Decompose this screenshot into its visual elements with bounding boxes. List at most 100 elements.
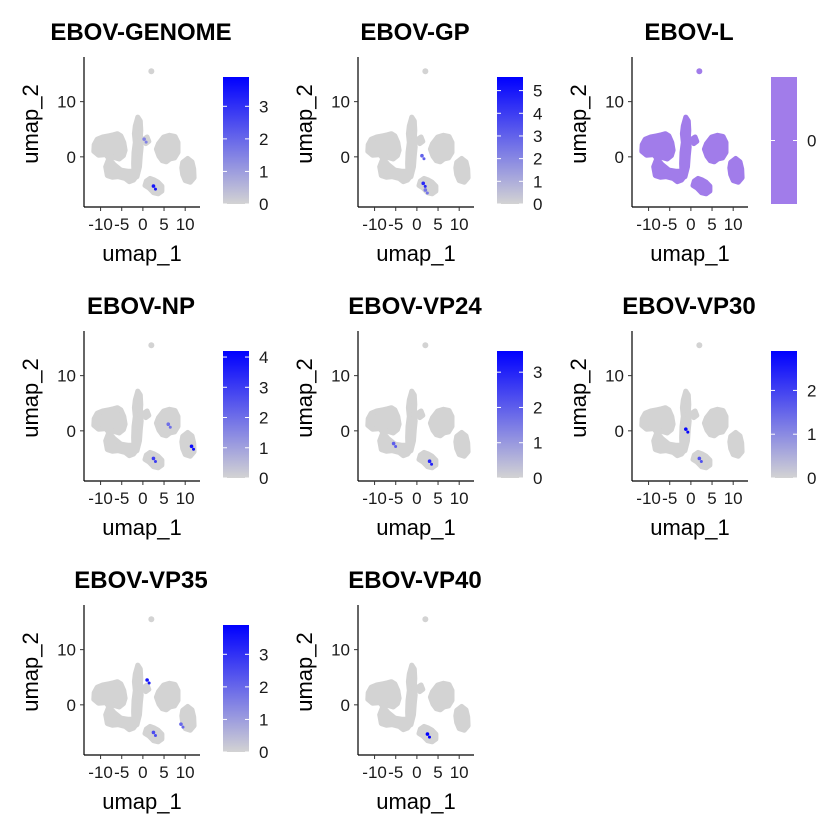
x-tick-label: 10	[724, 215, 743, 234]
x-tick-label: -5	[388, 489, 403, 508]
x-tick-label: 5	[707, 215, 716, 234]
y-tick-label: 0	[341, 696, 350, 715]
expression-point	[420, 153, 424, 158]
y-tick-label: 10	[605, 367, 624, 386]
x-tick-label: 5	[433, 215, 442, 234]
colorbar-tick-label: 2	[259, 678, 268, 697]
cell-cluster	[131, 114, 144, 180]
cell-cluster	[141, 408, 152, 421]
cell-point	[148, 616, 155, 623]
y-axis-title: umap_2	[18, 358, 43, 438]
x-tick-label: -10	[88, 489, 113, 508]
x-tick-label: -10	[88, 763, 113, 782]
x-tick-label: -5	[114, 215, 129, 234]
colorbar-tick-label: 0	[807, 469, 816, 488]
cell-cluster	[405, 388, 418, 454]
y-tick-label: 0	[615, 148, 624, 167]
panel-title: EBOV-VP30	[622, 293, 755, 320]
expression-point	[425, 732, 430, 736]
expression-point	[391, 441, 396, 446]
expression-point	[697, 456, 702, 461]
x-tick-label: -5	[662, 489, 677, 508]
x-tick-label: -5	[662, 215, 677, 234]
expression-point	[179, 722, 183, 726]
y-tick-label: 0	[341, 148, 350, 167]
x-tick-label: 10	[450, 489, 469, 508]
y-tick-label: 10	[605, 93, 624, 112]
expression-point	[427, 459, 432, 464]
x-tick-label: 0	[138, 215, 147, 234]
x-tick-label: 0	[138, 763, 147, 782]
x-tick-label: -10	[636, 489, 661, 508]
x-tick-label: -10	[88, 215, 113, 234]
cell-point	[148, 342, 155, 349]
colorbar-tick-label: 1	[259, 162, 268, 181]
colorbar-tick-label: 3	[259, 378, 268, 397]
expression-point	[422, 157, 426, 161]
expression-point	[168, 425, 172, 429]
y-tick-label: 0	[67, 422, 76, 441]
colorbar-tick-label: 0	[259, 195, 268, 214]
panel-title: EBOV-VP24	[348, 293, 482, 320]
colorbar-tick-label: 0	[259, 469, 268, 488]
cell-cluster	[153, 406, 181, 439]
colorbar-tick-label: 0	[807, 132, 816, 151]
cell-point	[148, 68, 155, 75]
cell-cluster	[415, 134, 426, 147]
panel-title: EBOV-NP	[87, 293, 195, 320]
y-tick-label: 0	[615, 422, 624, 441]
cell-cluster	[427, 132, 455, 165]
colorbar-tick-label: 3	[259, 645, 268, 664]
cell-cluster	[153, 680, 181, 713]
y-axis-title: umap_2	[292, 358, 317, 438]
cell-cluster	[415, 682, 426, 695]
x-tick-label: -10	[362, 215, 387, 234]
x-tick-label: 5	[707, 489, 716, 508]
x-axis-title: umap_1	[650, 515, 730, 540]
expression-point	[394, 445, 398, 449]
x-tick-label: -10	[362, 489, 387, 508]
expression-point	[144, 140, 148, 144]
panel-title: EBOV-L	[644, 19, 733, 46]
colorbar-tick-label: 1	[807, 425, 816, 444]
y-axis-title: umap_2	[566, 84, 591, 164]
x-tick-label: 5	[433, 489, 442, 508]
expression-point	[145, 678, 149, 682]
expression-point	[153, 459, 157, 463]
cell-cluster	[91, 405, 140, 459]
cell-cluster	[690, 175, 713, 197]
expression-point	[147, 681, 151, 685]
expression-point	[153, 733, 157, 737]
x-tick-label: 0	[686, 215, 695, 234]
x-axis-title: umap_1	[102, 241, 182, 266]
x-tick-label: -10	[636, 215, 661, 234]
cell-cluster	[453, 156, 471, 185]
cell-cluster	[639, 405, 688, 459]
x-tick-label: 0	[138, 489, 147, 508]
colorbar-tick-label: 2	[533, 398, 542, 417]
expression-point	[425, 191, 429, 195]
panel-title: EBOV-VP40	[348, 567, 481, 594]
cell-cluster	[639, 131, 688, 185]
cell-point	[422, 342, 429, 349]
cell-cluster	[365, 679, 414, 733]
panel-title: EBOV-VP35	[74, 567, 207, 594]
x-axis-title: umap_1	[376, 515, 456, 540]
x-tick-label: -5	[388, 215, 403, 234]
expression-point	[189, 444, 194, 449]
cell-cluster	[701, 132, 729, 165]
colorbar-tick-label: 3	[533, 127, 542, 146]
expression-point	[151, 456, 156, 461]
x-tick-label: 10	[450, 763, 469, 782]
colorbar-tick-label: 1	[259, 710, 268, 729]
x-tick-label: 5	[159, 489, 168, 508]
colorbar-tick-label: 2	[259, 409, 268, 428]
cell-point	[696, 342, 703, 349]
expression-point	[153, 187, 157, 191]
colorbar-tick-label: 4	[259, 348, 268, 367]
panel-title: EBOV-GP	[360, 19, 469, 46]
expression-point	[427, 735, 431, 739]
